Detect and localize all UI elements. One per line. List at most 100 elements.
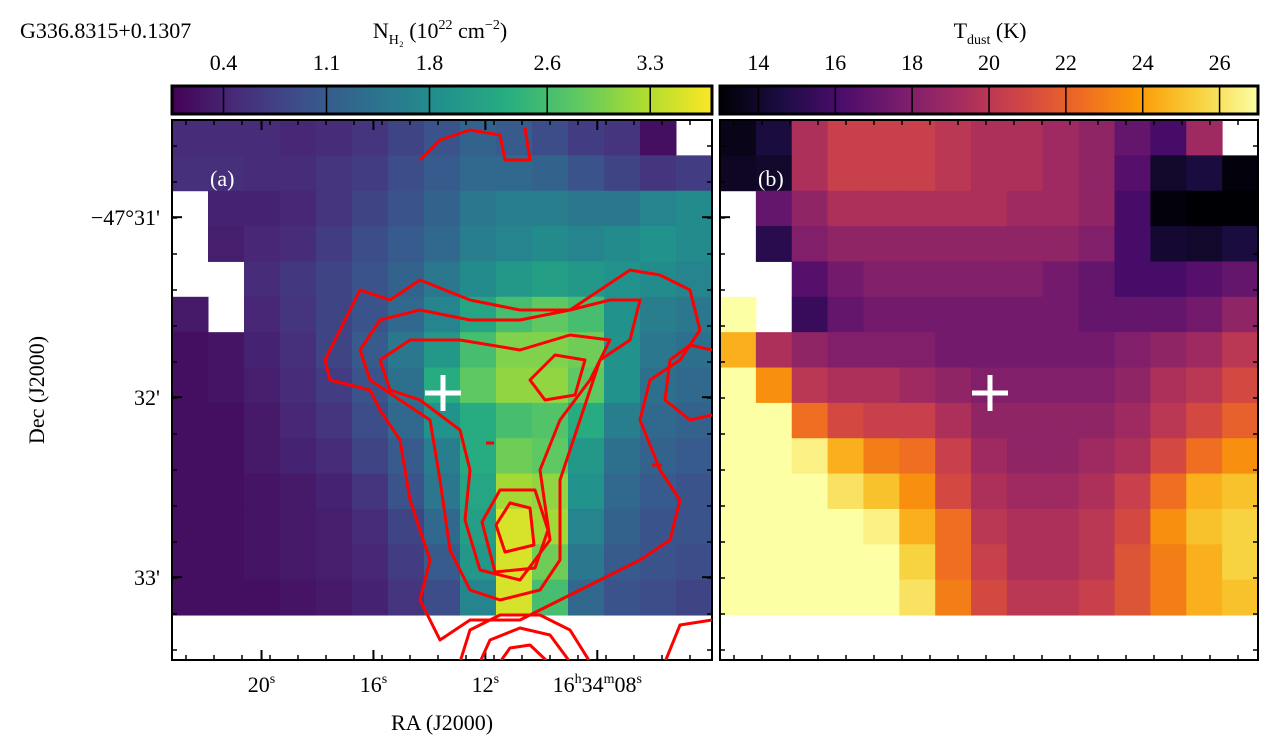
x-tick-label: 20s xyxy=(248,672,275,697)
heatmap-cell xyxy=(1186,332,1223,369)
heatmap-cell xyxy=(244,473,281,510)
contour xyxy=(459,613,591,660)
heatmap-cell xyxy=(899,579,936,616)
heatmap-cell xyxy=(1150,261,1187,298)
heatmap-cell xyxy=(1042,438,1080,475)
heatmap-cell xyxy=(568,402,605,439)
heatmap-cell xyxy=(899,544,936,581)
heatmap-cell xyxy=(604,120,641,156)
heatmap-cell xyxy=(568,473,605,510)
colorbar-tick-label: 2.6 xyxy=(533,50,561,75)
heatmap-cell xyxy=(496,402,533,439)
heatmap-cell xyxy=(280,544,317,581)
x-tick-label-part: 08 xyxy=(615,672,637,697)
heatmap-cell xyxy=(720,296,757,333)
heatmap-cell xyxy=(1150,544,1187,581)
heatmap-cell xyxy=(1114,473,1151,510)
heatmap-cell xyxy=(388,155,425,192)
heatmap-cell xyxy=(1114,367,1151,404)
heatmap-cell xyxy=(1186,402,1223,439)
heatmap-cell xyxy=(604,402,641,439)
heatmap-cell xyxy=(971,508,1008,545)
heatmap-cell xyxy=(1006,190,1044,227)
heatmap-cell xyxy=(280,155,317,192)
heatmap-cell xyxy=(1150,473,1187,510)
heatmap-cell xyxy=(1150,367,1187,404)
heatmap-cell xyxy=(899,473,936,510)
heatmap-cell xyxy=(1006,120,1044,156)
heatmap-cell xyxy=(827,544,864,581)
heatmap-cell xyxy=(791,402,829,439)
contour xyxy=(358,298,642,602)
heatmap-cell xyxy=(352,332,389,369)
heatmap-cell xyxy=(424,261,461,298)
contour xyxy=(494,501,536,554)
x-tick-label-part: h xyxy=(575,672,582,687)
heatmap-cell xyxy=(316,226,353,262)
heatmap-cell xyxy=(388,120,425,156)
heatmap-cell xyxy=(568,508,605,545)
heatmap-cell xyxy=(863,402,900,439)
x-tick-label-part: 20 xyxy=(248,672,270,697)
colorbar-label: Tdust (K) xyxy=(954,18,1027,48)
heatmap-cell xyxy=(280,190,317,227)
heatmap-cell xyxy=(532,120,569,156)
heatmap-cell xyxy=(935,190,972,227)
contour xyxy=(480,488,550,574)
heatmap-cell xyxy=(827,226,864,262)
heatmap-cell xyxy=(720,508,757,545)
heatmap-cell xyxy=(863,155,900,192)
heatmap-cell xyxy=(899,120,936,156)
colorbar-tick-label: 16 xyxy=(824,50,846,75)
heatmap-cell xyxy=(1042,402,1080,439)
heatmap-cell xyxy=(1150,332,1187,369)
heatmap-cell xyxy=(1078,402,1116,439)
heatmap-cell xyxy=(1006,261,1044,298)
heatmap-cell xyxy=(568,544,605,581)
heatmap-cell xyxy=(208,473,245,510)
heatmap-cell xyxy=(791,226,829,262)
heatmap-cell xyxy=(208,190,245,227)
heatmap-cell xyxy=(899,190,936,227)
heatmap-cell xyxy=(208,120,245,156)
x-tick-label-part: m xyxy=(604,672,615,687)
heatmap-cell xyxy=(676,438,713,475)
heatmap-cell xyxy=(316,120,353,156)
heatmap-cell xyxy=(496,367,533,404)
panel-label: (b) xyxy=(758,166,784,191)
heatmap-cell xyxy=(280,508,317,545)
heatmap-cell xyxy=(1222,296,1259,333)
heatmap-cell xyxy=(1186,190,1223,227)
heatmap-cell xyxy=(935,508,972,545)
heatmap-cell xyxy=(460,367,497,404)
heatmap-cell xyxy=(1042,508,1080,545)
heatmap-cell xyxy=(899,402,936,439)
heatmap-cell xyxy=(172,332,209,369)
heatmap-cell xyxy=(640,120,677,156)
heatmap-cell xyxy=(316,473,353,510)
heatmap-cell xyxy=(316,508,353,545)
heatmap-cell xyxy=(899,508,936,545)
heatmap-cell xyxy=(1150,508,1187,545)
heatmap-cell xyxy=(208,544,245,581)
heatmap-cell xyxy=(496,226,533,262)
heatmap-cell xyxy=(791,508,829,545)
heatmap-cell xyxy=(827,508,864,545)
heatmap-cell xyxy=(1114,190,1151,227)
heatmap-cell xyxy=(388,226,425,262)
heatmap-cell xyxy=(1078,367,1116,404)
heatmap-cell xyxy=(172,544,209,581)
colorbar-label: NH₂ (1022 cm−2) xyxy=(373,18,507,48)
heatmap-cell xyxy=(1042,120,1080,156)
heatmap-cell xyxy=(935,296,972,333)
heatmap-cell xyxy=(1186,261,1223,298)
heatmap-cell xyxy=(935,261,972,298)
heatmap-cell xyxy=(604,332,641,369)
heatmap-cell xyxy=(1114,544,1151,581)
heatmap-cell xyxy=(244,155,281,192)
heatmap-cell xyxy=(1078,508,1116,545)
heatmap-cell xyxy=(1186,579,1223,616)
heatmap-cell xyxy=(1042,332,1080,369)
contour xyxy=(378,333,612,582)
heatmap-cell xyxy=(1006,438,1044,475)
